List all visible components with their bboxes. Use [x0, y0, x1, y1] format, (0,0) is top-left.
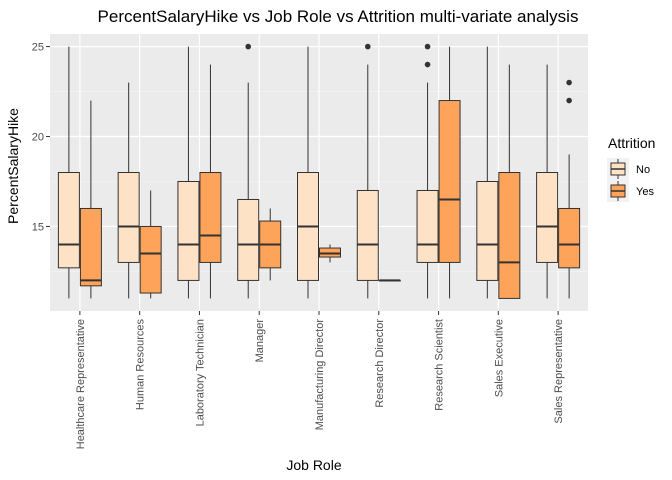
box-body — [476, 180, 499, 281]
box-no-0 — [57, 46, 80, 299]
box-body — [498, 172, 521, 299]
box-body — [558, 207, 581, 269]
box-body — [199, 172, 222, 263]
x-tick-label: Research Director — [374, 319, 386, 408]
outlier-point — [424, 43, 431, 50]
box-yes-2 — [199, 64, 222, 299]
box-body — [237, 198, 260, 281]
y-axis-title: PercentSalaryHike — [5, 108, 21, 224]
box-body — [79, 207, 102, 287]
box-body — [177, 180, 200, 281]
x-tick-label: Laboratory Technician — [194, 319, 206, 426]
y-tick-label: 15 — [32, 221, 44, 233]
box-yes-6 — [438, 46, 461, 299]
box-no-6 — [416, 43, 439, 299]
box-body — [139, 225, 162, 294]
box-yes-5 — [378, 279, 401, 282]
box-no-2 — [177, 46, 200, 299]
legend-label: Yes — [636, 186, 654, 198]
x-tick-label: Manufacturing Director — [314, 319, 326, 431]
outlier-point — [566, 97, 572, 104]
box-no-3 — [237, 43, 260, 299]
y-tick-label: 20 — [32, 132, 44, 144]
chart-title: PercentSalaryHike vs Job Role vs Attriti… — [98, 7, 579, 26]
box-yes-1 — [139, 190, 162, 299]
box-no-4 — [297, 46, 319, 299]
legend-label: No — [636, 164, 650, 176]
x-axis-title: Job Role — [286, 457, 341, 473]
box-yes-4 — [319, 244, 341, 263]
outlier-point — [364, 43, 371, 50]
x-tick-label: Human Resources — [135, 319, 147, 411]
box-body — [416, 189, 439, 263]
box-body — [117, 172, 140, 263]
boxes-layer — [57, 43, 581, 299]
x-tick-label: Manager — [254, 319, 266, 363]
box-yes-3 — [259, 208, 282, 281]
box-body — [57, 172, 80, 269]
x-tick-label: Research Scientist — [434, 319, 446, 411]
box-yes-7 — [498, 64, 521, 299]
box-yes-8 — [558, 79, 581, 299]
box-yes-0 — [79, 100, 102, 299]
y-tick-label: 25 — [32, 42, 44, 54]
legend-item-yes: Yes — [607, 180, 654, 202]
x-tick-label: Sales Executive — [493, 319, 505, 397]
outlier-point — [245, 43, 252, 50]
legend: Attrition No Yes — [607, 135, 655, 202]
box-no-1 — [117, 82, 140, 299]
legend-item-no: No — [607, 158, 650, 180]
x-axis: Healthcare Representative Human Resources… — [75, 311, 565, 449]
box-body — [536, 172, 559, 263]
y-axis: 15 20 25 — [32, 42, 50, 233]
box-no-8 — [536, 64, 559, 299]
outlier-point — [566, 79, 572, 86]
box-body — [356, 189, 379, 281]
x-tick-label: Sales Representative — [553, 319, 565, 424]
legend-title: Attrition — [608, 135, 655, 151]
outlier-point — [424, 61, 431, 68]
box-body — [438, 100, 461, 263]
box-no-7 — [476, 46, 499, 299]
x-tick-label: Healthcare Representative — [75, 319, 87, 449]
box-no-5 — [356, 43, 379, 299]
